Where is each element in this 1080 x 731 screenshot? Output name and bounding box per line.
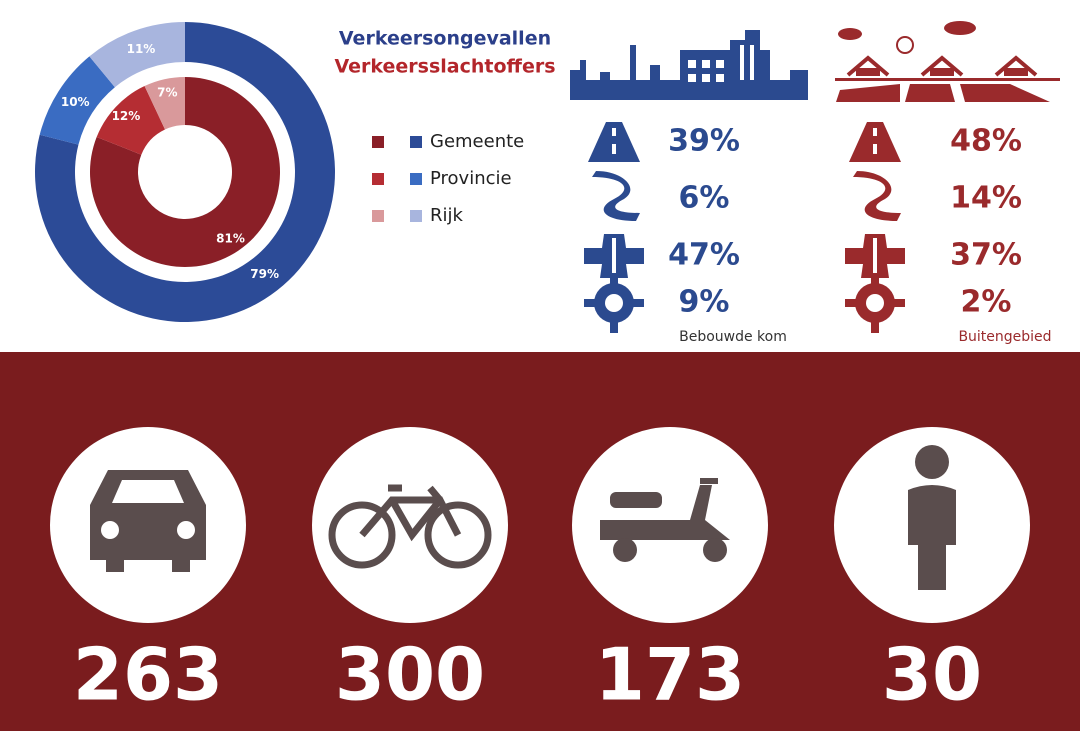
series-title: Verkeersslachtoffers <box>334 56 555 78</box>
road-share: 47% <box>668 238 740 273</box>
area-label: Bebouwde kom <box>679 329 787 345</box>
legend-swatch <box>372 210 384 222</box>
legend-swatch <box>372 136 384 148</box>
road-share: 48% <box>950 124 1022 159</box>
donut-chart: 79% 10% 11% 81% 12% 7% <box>35 22 335 322</box>
legend-swatch <box>372 173 384 185</box>
road-share: 9% <box>679 285 730 320</box>
mode-count: 173 <box>595 633 745 717</box>
road-stats: 39% 6% 47% 9% Bebouwde kom 48% 14% 37% 2% Buiteng… <box>584 122 1052 345</box>
road-share: 6% <box>679 181 730 216</box>
legend: Gemeente Provincie Rijk <box>372 131 524 226</box>
road-icon <box>849 122 901 162</box>
legend-swatch <box>410 173 422 185</box>
segment-label: 11% <box>127 42 156 56</box>
legend-swatch <box>410 210 422 222</box>
infographic: 79% 10% 11% 81% 12% 7% Verkeersongevallen Ver… <box>0 0 1080 731</box>
road-share: 39% <box>668 124 740 159</box>
road-icon <box>845 273 905 333</box>
city-icon <box>570 30 808 100</box>
road-icon <box>853 171 901 221</box>
road-icon <box>584 273 644 333</box>
rural-icon <box>835 21 1060 102</box>
road-icon <box>592 171 640 221</box>
road-icon <box>588 122 640 162</box>
segment-label: 79% <box>250 267 279 281</box>
legend-label: Provincie <box>430 168 512 189</box>
segment-label: 12% <box>112 109 141 123</box>
legend-swatch <box>410 136 422 148</box>
area-label: Buitengebied <box>958 329 1051 345</box>
mode-count: 300 <box>335 633 485 717</box>
road-icon <box>584 234 644 278</box>
road-share: 37% <box>950 238 1022 273</box>
mode-count: 263 <box>73 633 223 717</box>
segment-label: 7% <box>157 85 177 99</box>
road-share: 14% <box>950 181 1022 216</box>
legend-label: Rijk <box>430 205 464 226</box>
car-icon <box>90 470 206 572</box>
segment-label: 10% <box>61 95 90 109</box>
segment-label: 81% <box>216 231 245 245</box>
road-icon <box>845 234 905 278</box>
legend-label: Gemeente <box>430 131 524 152</box>
road-share: 2% <box>961 285 1012 320</box>
series-title: Verkeersongevallen <box>339 28 551 50</box>
mode-count: 30 <box>882 633 982 717</box>
